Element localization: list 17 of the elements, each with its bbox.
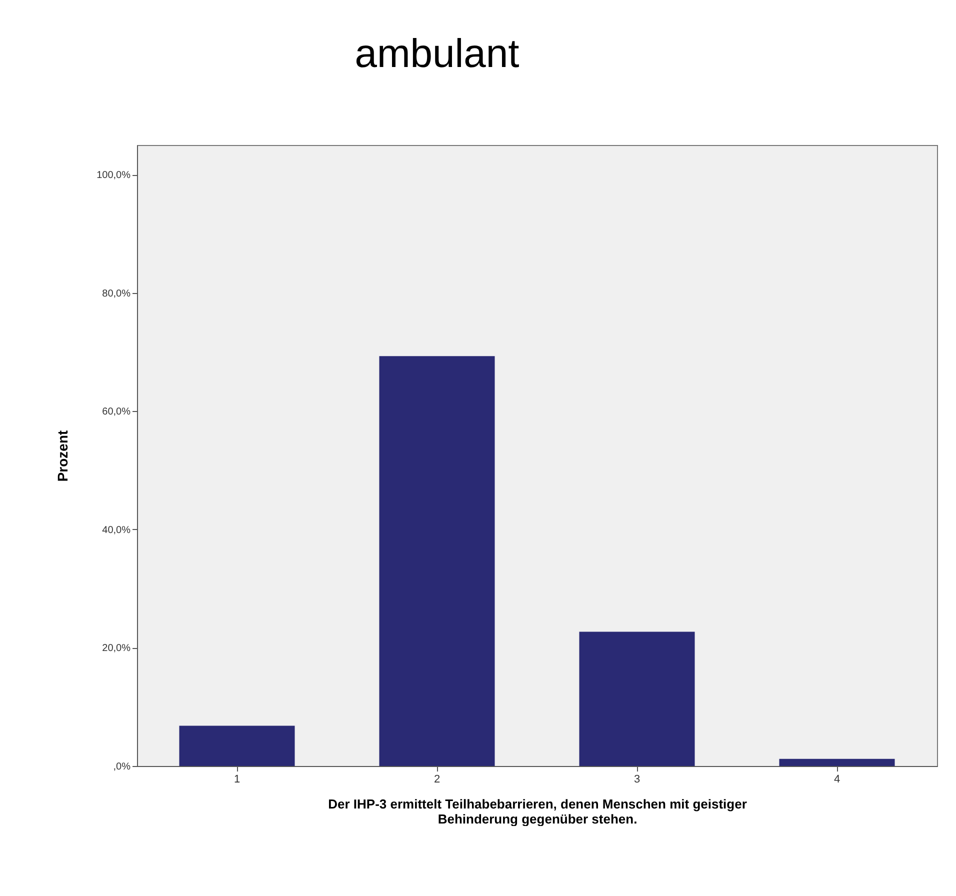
bar [379, 356, 495, 766]
bar [579, 632, 695, 766]
bar [779, 758, 895, 766]
y-tick-label: ,0% [113, 762, 131, 772]
x-tick-label: 3 [634, 774, 640, 786]
y-tick-label: 80,0% [102, 288, 131, 300]
bar [179, 726, 295, 766]
y-tick-label: 60,0% [102, 406, 131, 418]
y-axis-title: Prozent [54, 430, 71, 482]
y-tick-label: 100,0% [96, 170, 131, 182]
x-axis-title: Der IHP-3 ermittelt Teilhabebarrieren, denen Menschen mit geistiger Behinderung gegenüber stehen. [328, 796, 747, 826]
x-tick-label: 4 [834, 774, 840, 786]
y-tick-label: 20,0% [102, 643, 131, 654]
x-tick-label: 1 [234, 774, 240, 786]
y-tick-label: 40,0% [102, 524, 131, 536]
x-tick-label: 2 [434, 774, 440, 786]
chart-title: ambulant [354, 32, 520, 76]
